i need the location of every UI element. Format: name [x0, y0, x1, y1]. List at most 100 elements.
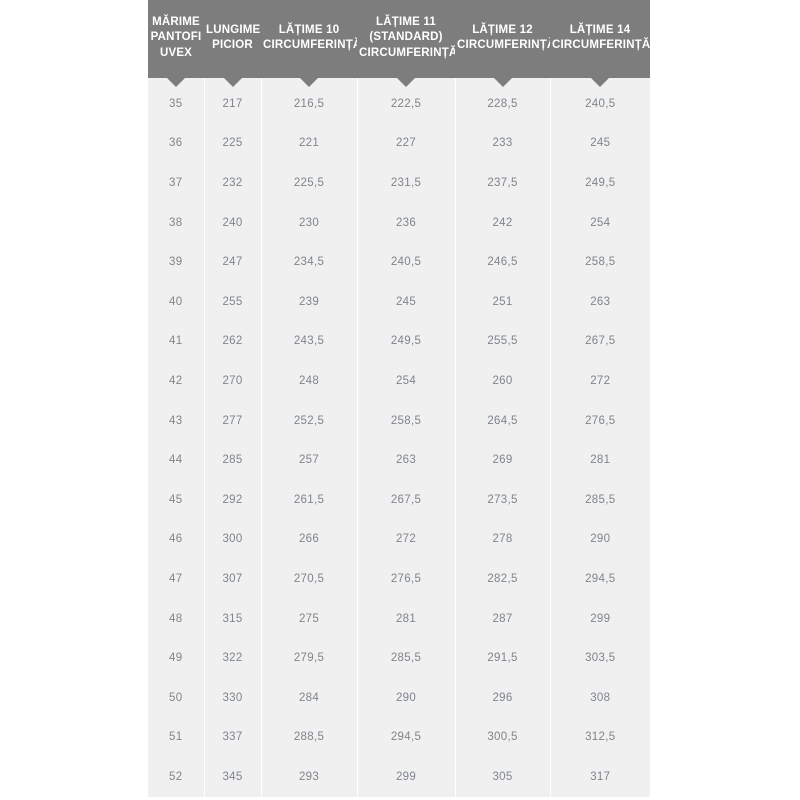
cell-w12: 273,5 [454, 479, 551, 520]
cell-size: 44 [148, 440, 205, 480]
cell-w12: 287 [454, 598, 551, 639]
column-header-width-10-line-2: CIRCUMFERINȚĂ [263, 39, 362, 51]
table-row: 47 307 270,5 276,5 282,5 294,5 [148, 559, 650, 599]
column-header-size-line-1: MĂRIME [152, 16, 200, 29]
cell-size: 47 [148, 559, 205, 599]
cell-length: 232 [203, 163, 262, 203]
cell-w10: 275 [260, 598, 358, 639]
column-header-width-10-line-1: LĂȚIME 10 [278, 23, 340, 36]
cell-size: 45 [148, 479, 205, 520]
cell-w12: 305 [454, 757, 551, 797]
cell-size: 42 [148, 361, 205, 401]
cell-w12: 291,5 [454, 638, 551, 678]
cell-w10: 248 [260, 361, 358, 401]
cell-w14: 249,5 [549, 163, 650, 203]
table-row: 42 270 248 254 260 272 [148, 361, 650, 401]
cell-w14: 317 [549, 757, 650, 797]
table-row: 51 337 288,5 294,5 300,5 312,5 [148, 717, 650, 758]
cell-w11: 267,5 [356, 479, 456, 520]
cell-size: 48 [148, 598, 205, 639]
cell-w14: 299 [549, 598, 650, 639]
table-row: 50 330 284 290 296 308 [148, 677, 650, 718]
table-row: 49 322 279,5 285,5 291,5 303,5 [148, 638, 650, 678]
cell-w10: 293 [260, 757, 358, 797]
column-header-width-14-line-2: CIRCUMFERINȚĂ [552, 39, 651, 51]
column-header-width-11-line-2: (STANDARD) [369, 31, 443, 44]
cell-size: 46 [148, 519, 205, 560]
table-row: 39 247 234,5 240,5 246,5 258,5 [148, 242, 650, 282]
cell-length: 322 [203, 638, 262, 678]
column-header-foot-length-line-2: PICIOR [212, 39, 253, 51]
cell-size: 39 [148, 242, 205, 282]
cell-w14: 272 [549, 361, 650, 401]
cell-w14: 303,5 [549, 638, 650, 678]
cell-w10: 257 [260, 440, 358, 480]
cell-length: 285 [203, 440, 262, 480]
cell-w10: 239 [260, 281, 358, 322]
cell-w14: 245 [549, 123, 650, 164]
cell-length: 255 [203, 281, 262, 322]
column-header-width-11-line-1: LĂȚIME 11 [376, 16, 436, 29]
column-header-width-14-line-1: LĂȚIME 14 [569, 23, 631, 36]
cell-w12: 246,5 [454, 242, 551, 282]
cell-w12: 260 [454, 361, 551, 401]
cell-w12: 251 [454, 281, 551, 322]
cell-w10: 266 [260, 519, 358, 560]
column-header-width-11-line-3: CIRCUMFERINȚĂ [359, 46, 458, 59]
column-header-size-line-2: PANTOFI [150, 31, 202, 44]
cell-length: 337 [203, 717, 262, 758]
cell-w11: 227 [356, 123, 456, 164]
cell-length: 262 [203, 321, 262, 362]
cell-w11: 299 [356, 757, 456, 797]
table-row: 40 255 239 245 251 263 [148, 281, 650, 322]
table-body: 35 217 216,5 222,5 228,5 240,5 36 225 221 227 233 2… [148, 78, 650, 797]
cell-length: 330 [203, 677, 262, 718]
column-header-foot-length: LUNGIME PICIOR [204, 0, 261, 78]
table-row: 41 262 243,5 249,5 255,5 267,5 [148, 321, 650, 362]
cell-w12: 242 [454, 202, 551, 243]
cell-length: 292 [203, 479, 262, 520]
cell-w10: 288,5 [260, 717, 358, 758]
table-row: 43 277 252,5 258,5 264,5 276,5 [148, 400, 650, 441]
cell-w10: 279,5 [260, 638, 358, 678]
cell-w14: 312,5 [549, 717, 650, 758]
cell-w11: 281 [356, 598, 456, 639]
cell-w12: 237,5 [454, 163, 551, 203]
cell-length: 345 [203, 757, 262, 797]
cell-w11: 272 [356, 519, 456, 560]
table-row: 52 345 293 299 305 317 [148, 757, 650, 797]
column-header-width-10: LĂȚIME 10 CIRCUMFERINȚĂ [261, 0, 362, 78]
cell-w11: 290 [356, 677, 456, 718]
cell-w14: 263 [549, 281, 650, 322]
cell-length: 225 [203, 123, 262, 164]
column-header-width-14: LĂȚIME 14 CIRCUMFERINȚĂ [550, 0, 650, 78]
cell-w12: 269 [454, 440, 551, 480]
cell-w11: 236 [356, 202, 456, 243]
column-header-width-11: LĂȚIME 11 (STANDARD) CIRCUMFERINȚĂ [357, 0, 458, 78]
shoe-size-chart-table: MĂRIME PANTOFI UVEX LUNGIME PICIOR LĂȚIM… [148, 0, 650, 797]
cell-w11: 294,5 [356, 717, 456, 758]
cell-length: 277 [203, 400, 262, 441]
cell-w11: 231,5 [356, 163, 456, 203]
cell-w11: 249,5 [356, 321, 456, 362]
cell-w10: 284 [260, 677, 358, 718]
cell-size: 38 [148, 202, 205, 243]
cell-w11: 245 [356, 281, 456, 322]
cell-size: 49 [148, 638, 205, 678]
cell-w11: 263 [356, 440, 456, 480]
table-row: 37 232 225,5 231,5 237,5 249,5 [148, 163, 650, 203]
cell-w10: 230 [260, 202, 358, 243]
cell-w12: 278 [454, 519, 551, 560]
cell-w14: 267,5 [549, 321, 650, 362]
cell-w12: 300,5 [454, 717, 551, 758]
cell-size: 41 [148, 321, 205, 362]
cell-w14: 294,5 [549, 559, 650, 599]
cell-length: 247 [203, 242, 262, 282]
table-row: 38 240 230 236 242 254 [148, 202, 650, 243]
cell-w12: 233 [454, 123, 551, 164]
cell-w10: 234,5 [260, 242, 358, 282]
cell-w11: 254 [356, 361, 456, 401]
cell-w14: 308 [549, 677, 650, 718]
cell-w10: 270,5 [260, 559, 358, 599]
